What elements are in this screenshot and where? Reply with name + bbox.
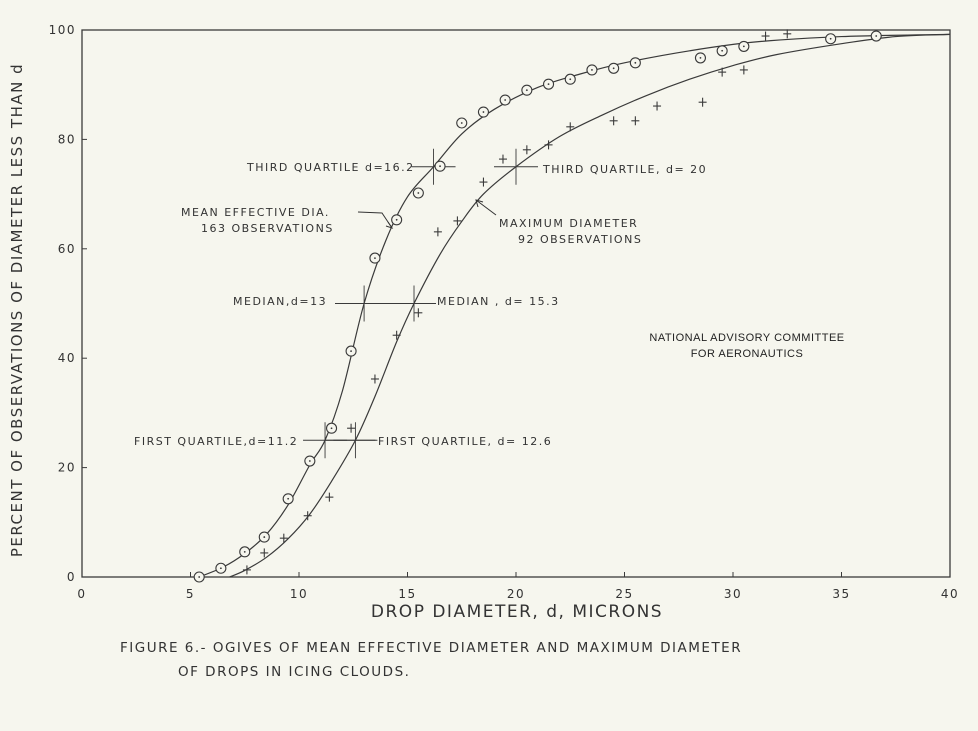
circle-dot-marker-icon	[456, 117, 468, 129]
credit-line-1: NATIONAL ADVISORY COMMITTEE	[649, 332, 844, 344]
plus-marker-icon	[783, 29, 792, 39]
plus-marker-icon	[653, 101, 662, 111]
x-tick-label: 25	[615, 587, 633, 601]
plot-axes: 0 5 10 15 20 25 30 35 40 0 20 40 60 80 100	[49, 23, 959, 601]
y-tick-label: 100	[49, 23, 76, 37]
plus-marker-icon	[347, 423, 356, 433]
fit-curve-maximum	[229, 33, 951, 578]
circle-dot-marker-icon	[825, 33, 837, 45]
data-points	[193, 29, 882, 583]
x-tick-label: 0	[77, 587, 86, 601]
plus-marker-icon	[522, 145, 531, 155]
circle-dot-marker-icon	[542, 78, 555, 90]
circle-dot-marker-icon	[716, 45, 728, 57]
circle-dot-marker-icon	[738, 40, 750, 52]
circle-dot-marker-icon	[564, 73, 576, 85]
annotation-third-quartile-max: THIRD QUARTILE, d= 20	[542, 163, 707, 176]
plus-marker-icon	[392, 330, 401, 340]
plus-marker-icon	[370, 374, 379, 384]
y-tick-label: 60	[58, 242, 76, 256]
circle-dot-marker-icon	[282, 493, 294, 505]
x-tick-label: 5	[186, 587, 195, 601]
circle-dot-marker-icon	[521, 84, 533, 96]
circle-dot-marker-icon	[193, 571, 205, 583]
plus-marker-icon	[279, 533, 288, 543]
plus-marker-icon	[498, 154, 507, 164]
annotation-median-max: MEDIAN , d= 15.3	[437, 295, 560, 308]
plus-marker-icon	[761, 31, 770, 41]
arrowhead-mean-icon	[385, 221, 394, 229]
y-tick-label: 20	[58, 461, 76, 475]
circle-dot-marker-icon	[345, 345, 357, 357]
x-axis-label: DROP DIAMETER, d, MICRONS	[371, 602, 663, 622]
figure-caption-line-1: FIGURE 6.- OGIVES OF MEAN EFFECTIVE DIAM…	[120, 640, 742, 656]
plus-marker-icon	[718, 67, 727, 77]
circle-dot-marker-icon	[477, 106, 490, 118]
plus-marker-icon	[242, 565, 251, 575]
x-tick-label: 40	[941, 587, 959, 601]
plus-marker-icon	[698, 97, 707, 107]
y-tick-label: 40	[58, 351, 76, 365]
plus-marker-icon	[631, 116, 640, 126]
series-label-max-line2: 92 OBSERVATIONS	[518, 233, 642, 246]
series-label-max-line1: MAXIMUM DIAMETER	[499, 217, 638, 230]
annotation-first-quartile-mean: FIRST QUARTILE,d=11.2	[134, 435, 298, 448]
leader-arrow-max	[475, 199, 497, 216]
x-tick-label: 30	[724, 587, 742, 601]
x-tick-label: 15	[398, 587, 416, 601]
circle-dot-marker-icon	[325, 422, 338, 434]
circle-dot-marker-icon	[304, 455, 316, 467]
fit-curves	[198, 33, 951, 578]
circle-dot-marker-icon	[258, 531, 270, 543]
circle-dot-marker-icon	[499, 94, 511, 106]
circle-dot-marker-icon	[239, 546, 251, 558]
annotation-first-quartile-max: FIRST QUARTILE, d= 12.6	[378, 435, 552, 448]
x-tick-label: 20	[507, 587, 525, 601]
annotation-third-quartile-mean: THIRD QUARTILE d=16.2	[246, 161, 415, 174]
plus-marker-icon	[544, 140, 553, 150]
series-label-mean-line2: 163 OBSERVATIONS	[201, 222, 334, 235]
quartile-markers	[303, 148, 538, 459]
plus-marker-icon	[325, 492, 334, 502]
circle-dot-marker-icon	[391, 214, 403, 226]
plus-marker-icon	[453, 216, 462, 226]
circle-dot-marker-icon	[608, 62, 620, 74]
plus-marker-icon	[433, 227, 442, 237]
circle-dot-marker-icon	[694, 52, 707, 64]
annotation-median-mean: MEDIAN,d=13	[233, 295, 327, 308]
y-axis-label: PERCENT OF OBSERVATIONS OF DIAMETER LESS…	[8, 63, 26, 557]
plus-marker-icon	[566, 122, 575, 132]
circle-dot-marker-icon	[586, 64, 598, 76]
plus-marker-icon	[414, 308, 423, 318]
plus-marker-icon	[303, 511, 312, 521]
circle-dot-marker-icon	[412, 187, 424, 199]
fit-curve-mean-effective	[198, 33, 951, 578]
plus-marker-icon	[479, 177, 488, 187]
plus-marker-icon	[609, 116, 618, 126]
arrowhead-max-icon	[475, 199, 484, 208]
series-label-mean-line1: MEAN EFFECTIVE DIA.	[181, 206, 330, 219]
credit-line-2: FOR AERONAUTICS	[691, 348, 804, 360]
plus-marker-icon	[739, 65, 748, 75]
y-tick-label: 0	[67, 570, 76, 584]
x-tick-label: 35	[832, 587, 850, 601]
figure-caption-line-2: OF DROPS IN ICING CLOUDS.	[178, 664, 410, 680]
circle-dot-marker-icon	[629, 57, 641, 69]
circle-dot-marker-icon	[215, 562, 227, 574]
circle-dot-marker-icon	[434, 160, 446, 172]
circle-dot-marker-icon	[369, 252, 381, 264]
x-tick-label: 10	[290, 587, 308, 601]
leader-arrow-mean	[357, 211, 393, 229]
circle-dot-marker-icon	[870, 30, 882, 42]
y-tick-label: 80	[58, 132, 76, 146]
plus-marker-icon	[260, 548, 269, 558]
